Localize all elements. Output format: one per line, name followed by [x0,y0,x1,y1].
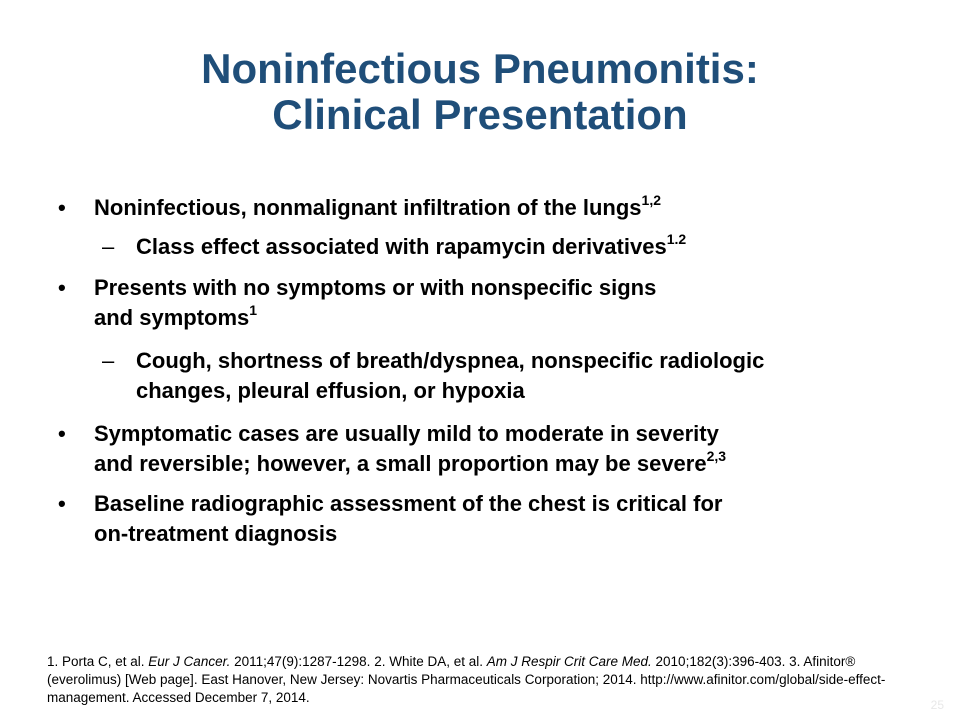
citation-superscript: 1,2 [641,191,661,208]
bullet-marker: • [58,195,66,220]
bullet-item: • Noninfectious, nonmalignant infiltrati… [58,191,884,223]
reference-text: 2011;47(9):1287-1298. 2. White DA, et al… [230,654,487,669]
bullet-marker: • [58,491,66,516]
journal-name: Am J Respir Crit Care Med. [486,654,652,669]
reference-text: 1. Porta C, et al. [47,654,149,669]
sub-bullet-text: Class effect associated with rapamycin d… [136,234,667,259]
slide-title-line2: Clinical Presentation [272,91,688,138]
page-number: 25 [930,698,944,712]
citation-superscript: 1.2 [666,230,687,247]
dash-marker: – [102,348,115,373]
citation-superscript: 1 [249,301,258,318]
sub-bullet-item: – Class effect associated with rapamycin… [102,230,916,262]
bullet-text-line1: Symptomatic cases are usually mild to mo… [94,421,719,446]
slide-title: Noninfectious Pneumonitis: Clinical Pres… [0,46,960,138]
bullet-item: • Symptomatic cases are usually mild to … [58,419,884,479]
bullet-text-line2: and reversible; however, a small proport… [94,451,707,476]
citation-superscript: 2,3 [706,447,727,464]
bullet-item: • Presents with no symptoms or with nons… [58,273,884,333]
slide-title-line1: Noninfectious Pneumonitis: [201,45,759,92]
bullet-list: • Noninfectious, nonmalignant infiltrati… [58,191,916,549]
sub-bullet-text-line2: changes, pleural effusion, or hypoxia [136,378,525,403]
sub-bullet-text-line1: Cough, shortness of breath/dyspnea, nons… [136,348,765,373]
journal-name: Eur J Cancer. [148,654,231,669]
bullet-text-line2: and symptoms [94,305,250,330]
references: 1. Porta C, et al. Eur J Cancer. 2011;47… [47,653,907,707]
bullet-text: Noninfectious, nonmalignant infiltration… [94,195,642,220]
dash-marker: – [102,234,115,259]
bullet-marker: • [58,275,66,300]
bullet-item: • Baseline radiographic assessment of th… [58,489,884,549]
bullet-text-line1: Presents with no symptoms or with nonspe… [94,275,657,300]
bullet-marker: • [58,421,66,446]
bullet-text-line1: Baseline radiographic assessment of the … [94,491,723,516]
reference-text: 2010;182(3):396-403. 3. Afinitor® (evero… [47,654,886,705]
sub-bullet-item: – Cough, shortness of breath/dyspnea, no… [102,346,916,406]
bullet-text-line2: on-treatment diagnosis [94,521,338,546]
